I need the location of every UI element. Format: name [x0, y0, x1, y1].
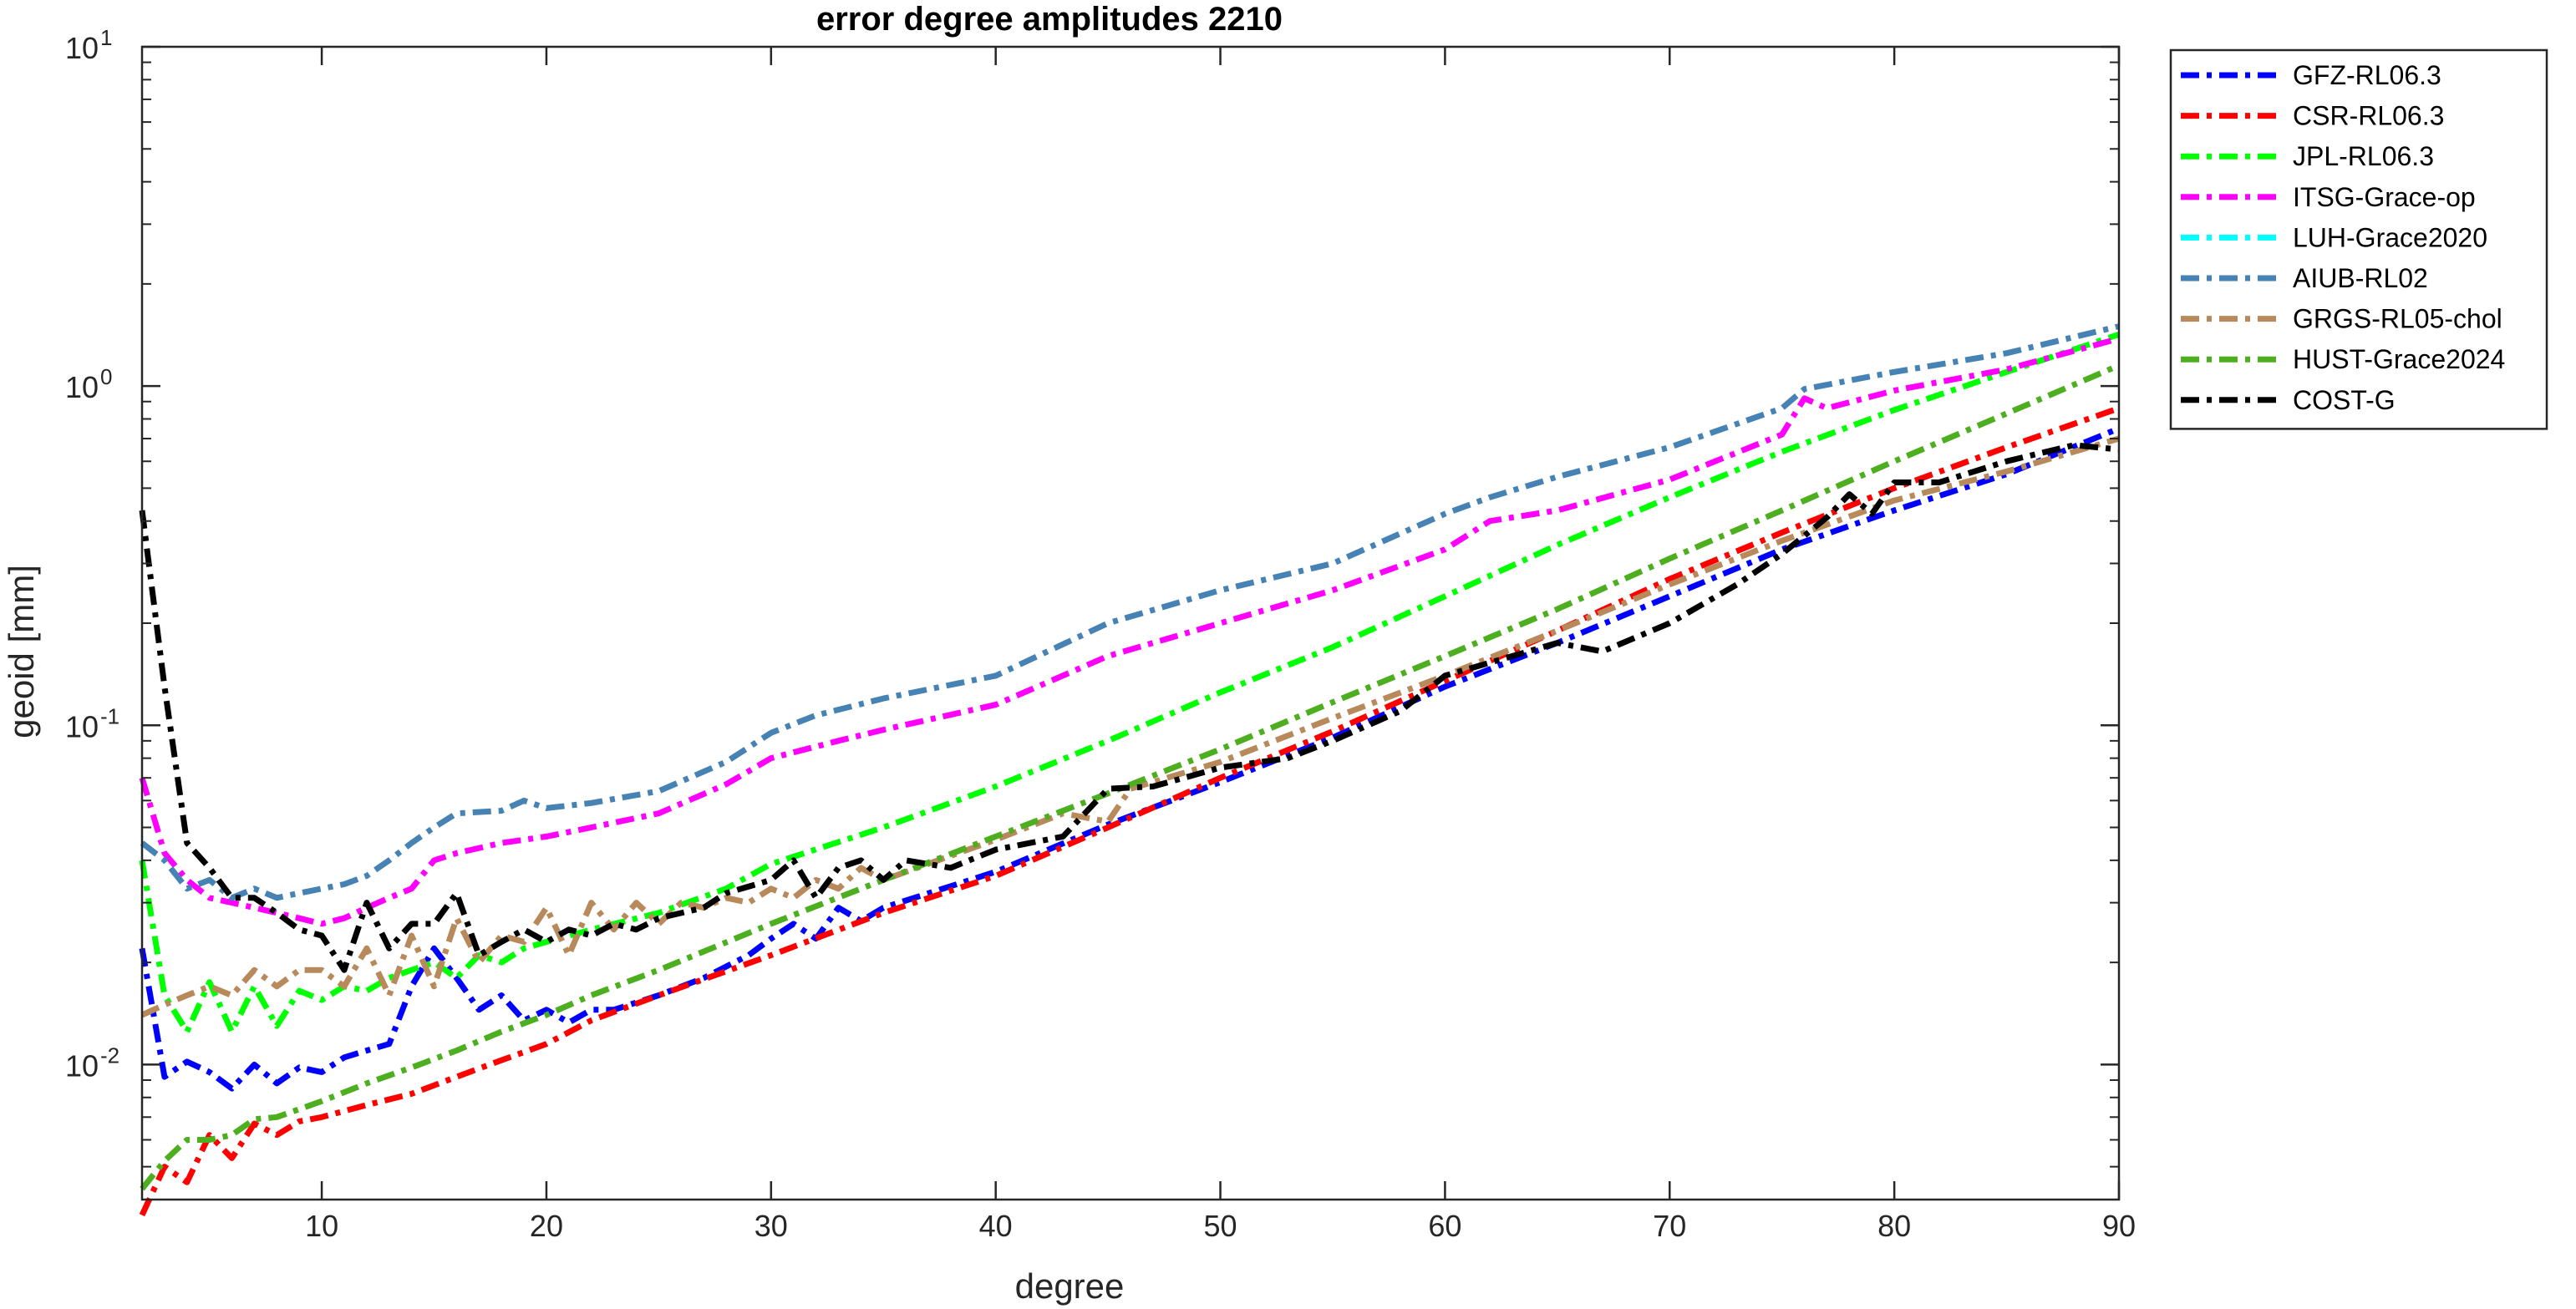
y-tick-label-exponent: 0 [100, 364, 112, 389]
series-layer [139, 323, 2121, 1217]
x-tick-label: 70 [1653, 1209, 1686, 1243]
legend-label-itsg-grace-op: ITSG-Grace-op [2293, 182, 2476, 212]
legend-label-cost-g: COST-G [2293, 385, 2396, 415]
y-axis-title: geoid [mm] [2, 565, 41, 738]
series-line-grgs-rl05-chol [140, 435, 2120, 1018]
x-tick-label: 40 [979, 1209, 1013, 1243]
legend-label-gfz-rl06-3: GFZ-RL06.3 [2293, 60, 2441, 90]
legend-label-csr-rl06-3: CSR-RL06.3 [2293, 101, 2444, 131]
series-line-itsg-grace-op [139, 335, 2120, 927]
legend: GFZ-RL06.3 CSR-RL06.3 JPL-RL06.3 ITSG-Grace… [2169, 48, 2548, 430]
legend-label-luh-grace2020: LUH-Grace2020 [2293, 222, 2487, 252]
y-tick-label: 10 [65, 1048, 99, 1083]
series-line-hust-grace2024 [140, 363, 2121, 1191]
y-tick-label: 10 [65, 31, 99, 65]
legend-label-aiub-rl02: AIUB-RL02 [2293, 263, 2428, 293]
x-axis-title: degree [1015, 1266, 1125, 1306]
series-line-gfz-rl06-3 [139, 425, 2121, 1092]
series-line-jpl-rl06-3 [139, 331, 2121, 1035]
series-line-aiub-rl02 [140, 323, 2120, 901]
legend-label-hust-grace2024: HUST-Grace2024 [2293, 344, 2505, 374]
legend-label-jpl-rl06-3: JPL-RL06.3 [2293, 141, 2434, 171]
series-line-csr-rl06-3 [139, 405, 2121, 1217]
y-tick-label-exponent: -1 [100, 703, 119, 728]
x-tick-label: 90 [2102, 1209, 2136, 1243]
x-tick-label: 60 [1428, 1209, 1461, 1243]
chart-title: error degree amplitudes 2210 [816, 1, 1283, 38]
x-tick-label: 10 [305, 1209, 338, 1243]
y-tick-label: 10 [65, 709, 99, 743]
y-tick-label-exponent: -2 [100, 1043, 119, 1068]
legend-label-grgs-rl05-chol: GRGS-RL05-chol [2293, 304, 2502, 334]
y-tick-label: 10 [65, 370, 99, 404]
x-tick-label: 30 [755, 1209, 788, 1243]
x-tick-label: 50 [1204, 1209, 1237, 1243]
x-tick-label: 80 [1877, 1209, 1911, 1243]
y-tick-label-exponent: 1 [100, 25, 112, 50]
x-tick-label: 20 [530, 1209, 563, 1243]
